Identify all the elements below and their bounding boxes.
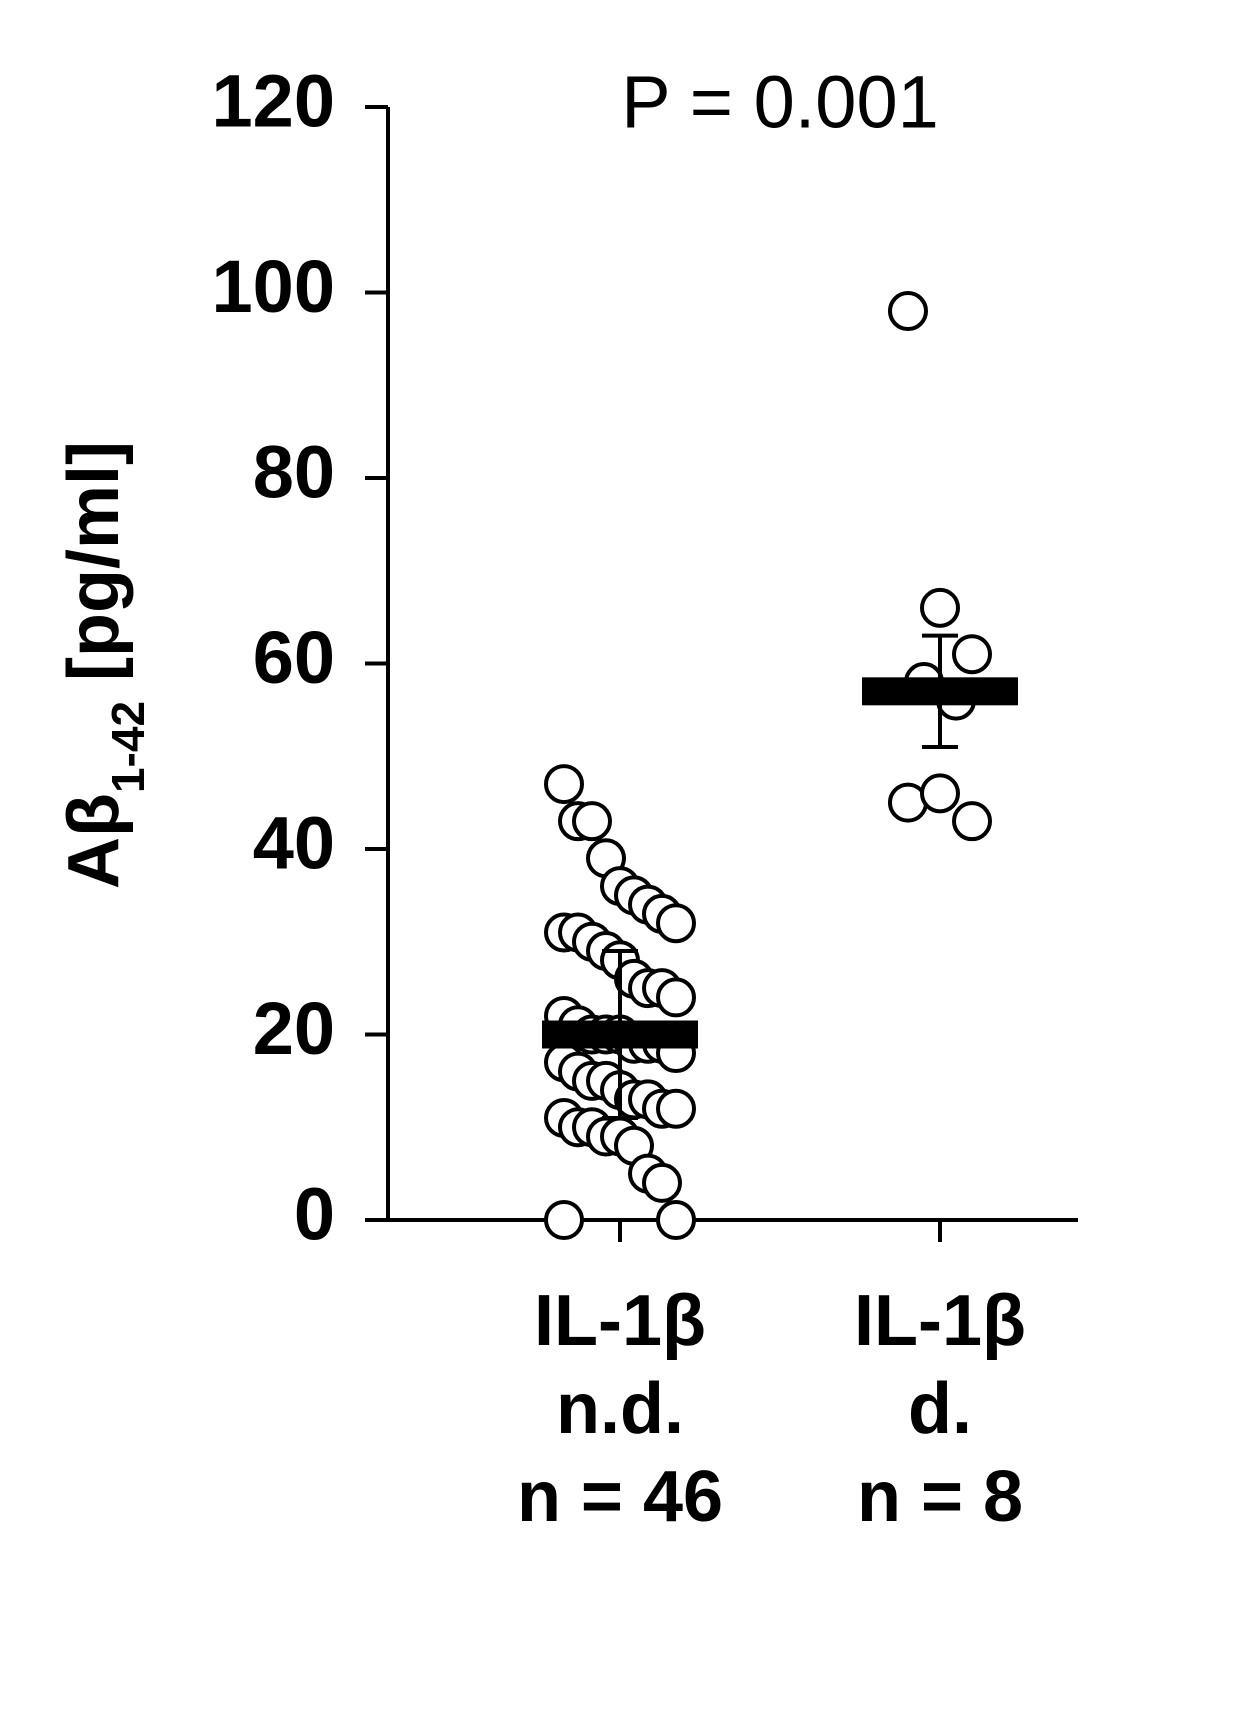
mean-bar xyxy=(862,677,1018,706)
data-point xyxy=(656,977,696,1018)
mean-bar xyxy=(542,1020,698,1049)
data-point xyxy=(656,903,696,944)
y-tick-label: 80 xyxy=(253,431,335,514)
y-tick-label: 20 xyxy=(253,987,335,1070)
y-label-main: Aβ xyxy=(54,793,134,889)
x-tick-label: IL-1β xyxy=(534,1281,706,1361)
x-tick-label: IL-1β xyxy=(854,1281,1026,1361)
y-label-sub: 1-42 xyxy=(102,701,154,793)
y-label-unit: [pg/ml] xyxy=(54,441,134,701)
data-point xyxy=(656,1088,696,1129)
x-tick-label: n.d. xyxy=(556,1369,684,1449)
data-point xyxy=(952,634,992,675)
data-point xyxy=(952,801,992,842)
p-value: P = 0.001 xyxy=(621,61,939,144)
data-point xyxy=(544,1200,584,1240)
data-point xyxy=(544,764,584,805)
y-tick-label: 60 xyxy=(253,616,335,699)
data-point xyxy=(572,801,612,842)
y-axis-label: Aβ1-42 [pg/ml] xyxy=(54,441,154,889)
y-tick-label: 100 xyxy=(212,245,335,328)
data-point xyxy=(920,587,960,628)
data-point xyxy=(656,1200,696,1240)
data-point xyxy=(642,1162,682,1203)
y-tick-label: 0 xyxy=(294,1173,335,1256)
x-tick-label: n = 46 xyxy=(517,1457,723,1537)
data-point xyxy=(888,291,928,332)
y-tick-label: 40 xyxy=(253,802,335,885)
y-tick-label: 120 xyxy=(212,60,335,143)
x-tick-label: d. xyxy=(908,1369,972,1449)
x-tick-label: n = 8 xyxy=(857,1457,1023,1537)
data-point xyxy=(920,773,960,814)
